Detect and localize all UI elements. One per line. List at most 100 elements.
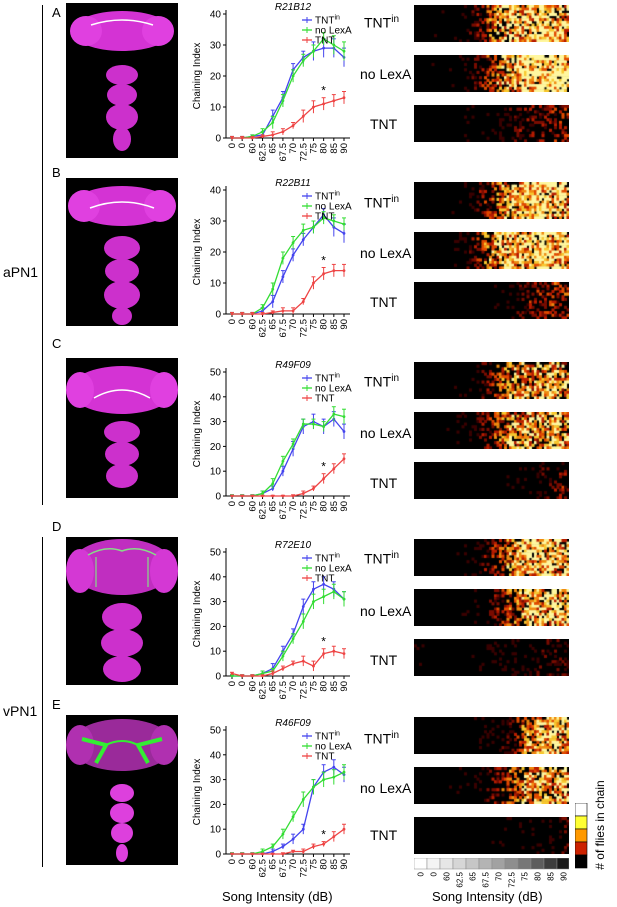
data-point bbox=[230, 136, 234, 140]
heatmap-x-tick-label: 90 bbox=[560, 871, 569, 880]
data-point bbox=[312, 105, 315, 109]
data-point bbox=[312, 49, 315, 53]
x-tick-label: 0 bbox=[227, 143, 238, 148]
y-tick-label: 50 bbox=[210, 726, 222, 737]
data-point bbox=[281, 832, 285, 836]
x-tick-label: 62.5 bbox=[258, 501, 269, 520]
data-point bbox=[322, 652, 326, 656]
brain-image-d bbox=[66, 537, 178, 685]
data-point bbox=[291, 662, 295, 665]
x-tick-label: 85 bbox=[329, 859, 340, 870]
data-point bbox=[301, 59, 305, 62]
data-point bbox=[240, 674, 244, 678]
heatmap-x-tick-label: 72.5 bbox=[508, 871, 517, 887]
heatmap-c-tnt bbox=[414, 462, 569, 499]
data-point bbox=[301, 114, 305, 118]
heatmap-x-tick-label: 65 bbox=[469, 871, 478, 880]
significance-star: * bbox=[321, 460, 326, 474]
data-point bbox=[301, 605, 305, 608]
data-point bbox=[322, 778, 326, 781]
data-point bbox=[312, 664, 315, 668]
data-point bbox=[332, 835, 336, 839]
heatmap-x-tick-label: 80 bbox=[534, 871, 543, 880]
heat-label-tnt-c: TNT bbox=[370, 475, 398, 491]
x-tick-label: 62.5 bbox=[258, 681, 269, 700]
data-point bbox=[261, 312, 264, 316]
data-point bbox=[312, 422, 315, 426]
legend-label-tnt: TNT bbox=[315, 752, 334, 763]
y-tick-label: 30 bbox=[210, 597, 222, 608]
y-tick-label: 10 bbox=[210, 647, 222, 658]
x-tick-label: 65 bbox=[268, 681, 279, 692]
data-point bbox=[281, 459, 285, 463]
data-point bbox=[342, 430, 346, 433]
intensity-gradient-bar bbox=[414, 858, 569, 870]
data-point bbox=[261, 850, 264, 853]
heatmap-e-nolexa bbox=[414, 767, 569, 804]
x-tick-label: 0 bbox=[237, 319, 248, 324]
x-tick-label: 70 bbox=[288, 859, 299, 870]
y-tick-label: 20 bbox=[210, 442, 222, 453]
data-point bbox=[291, 253, 295, 257]
data-point bbox=[322, 37, 326, 41]
y-tick-label: 40 bbox=[210, 392, 222, 403]
data-point bbox=[240, 136, 244, 140]
data-point bbox=[291, 447, 295, 451]
legend-label-tntin: TNTin bbox=[315, 373, 340, 385]
data-point bbox=[322, 102, 326, 106]
y-tick-label: 50 bbox=[210, 548, 222, 559]
data-point bbox=[332, 590, 336, 594]
y-tick-label: 0 bbox=[215, 310, 221, 321]
data-point bbox=[271, 133, 275, 137]
heatmap-b-tnt bbox=[414, 282, 569, 319]
x-tick-label: 67.5 bbox=[278, 143, 289, 162]
data-point bbox=[261, 130, 264, 134]
data-point bbox=[332, 225, 336, 229]
heatmap-d-nolexa bbox=[414, 589, 569, 626]
data-point bbox=[342, 827, 346, 831]
series-line-tntin bbox=[232, 213, 345, 315]
y-tick-label: 10 bbox=[210, 279, 222, 290]
heatmap-x-tick-label: 85 bbox=[547, 871, 556, 880]
data-point bbox=[301, 228, 305, 232]
heat-label-tnt-a: TNT bbox=[370, 116, 398, 132]
data-point bbox=[332, 269, 336, 272]
brain-image-a bbox=[66, 3, 178, 158]
series-line-tntin bbox=[232, 583, 345, 677]
heat-label-tntin-c: TNTin bbox=[364, 373, 399, 390]
legend-superscript: in bbox=[334, 15, 340, 22]
x-tick-label: 80 bbox=[319, 859, 330, 870]
data-point bbox=[240, 852, 244, 856]
x-tick-label: 90 bbox=[339, 681, 350, 692]
heatmap-x-tick-label: 70 bbox=[495, 871, 504, 880]
data-point bbox=[261, 492, 264, 495]
chart-title: R46F09 bbox=[275, 718, 311, 729]
legend-label-tnt: TNT bbox=[315, 394, 334, 405]
heat-label-nolexa-a: no LexA bbox=[360, 66, 412, 82]
data-point bbox=[342, 232, 346, 235]
heat-label-nolexa-e: no LexA bbox=[360, 780, 412, 796]
legend-label-tntin: TNTin bbox=[315, 731, 340, 743]
heatmap-e-tntin bbox=[414, 717, 569, 754]
data-point bbox=[312, 600, 315, 603]
heat-label-sup: in bbox=[391, 730, 400, 741]
x-tick-label: 90 bbox=[339, 319, 350, 330]
data-point bbox=[271, 311, 275, 314]
data-point bbox=[261, 135, 264, 138]
heatmap-x-tick-label: 0 bbox=[417, 871, 426, 876]
legend-label-tntin: TNTin bbox=[315, 553, 340, 565]
x-tick-label: 75 bbox=[308, 501, 319, 512]
data-point bbox=[281, 667, 285, 670]
x-tick-label: 72.5 bbox=[298, 681, 309, 700]
y-tick-label: 20 bbox=[210, 622, 222, 633]
chart-title: R22B11 bbox=[275, 178, 310, 189]
series-line-nolexa bbox=[232, 413, 345, 497]
data-point bbox=[301, 850, 305, 853]
data-point bbox=[332, 649, 336, 653]
series-line-tnt bbox=[232, 97, 345, 139]
heatmap-x-tick-label: 60 bbox=[443, 871, 452, 880]
x-tick-label: 60 bbox=[247, 319, 258, 330]
song-intensity-xlabel: Song Intensity (dB) bbox=[222, 889, 333, 904]
heatmap-d-tnt bbox=[414, 639, 569, 676]
